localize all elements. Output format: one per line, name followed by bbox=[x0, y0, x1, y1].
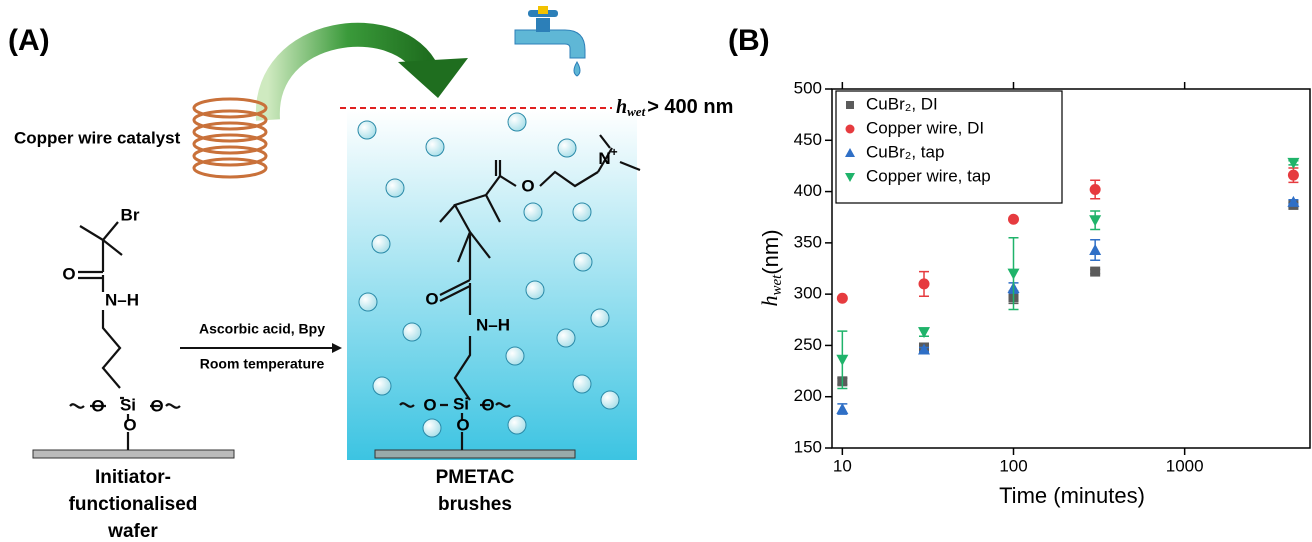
panel-b: (B) Time (minutes) hwet(nm) 150 200 250 300… bbox=[728, 24, 1311, 508]
bubbles bbox=[357, 112, 620, 438]
caption: functionalised bbox=[69, 494, 198, 515]
initiator-molecule: Br O N–H O Si O O bbox=[62, 205, 181, 450]
atom-label: O bbox=[521, 176, 534, 195]
y-tick-label: 300 bbox=[794, 284, 822, 303]
atom-label: O bbox=[425, 289, 438, 308]
panel-a: (A) Copper wire catalyst hwet > 400 nm Br… bbox=[8, 6, 733, 542]
x-tick-label: 100 bbox=[999, 456, 1027, 475]
subscript: wet bbox=[769, 274, 785, 296]
legend-label: Copper wire, DI bbox=[866, 118, 984, 137]
legend-marker bbox=[845, 173, 855, 182]
legend-label: CuBr₂, DI bbox=[866, 94, 938, 113]
caption: brushes bbox=[438, 494, 512, 515]
marker bbox=[918, 278, 930, 290]
atom-label: O bbox=[481, 395, 494, 414]
unit: (nm) bbox=[758, 229, 783, 274]
transfer-arrow bbox=[255, 22, 439, 121]
caption: wafer bbox=[107, 521, 158, 542]
marker bbox=[1287, 157, 1300, 169]
text: > 400 nm bbox=[647, 96, 733, 118]
panel-label: (B) bbox=[728, 24, 770, 57]
caption: PMETAC bbox=[436, 467, 515, 488]
condition: Ascorbic acid, Bpy bbox=[199, 321, 325, 337]
legend-box bbox=[835, 90, 1063, 204]
symbol: h bbox=[616, 96, 627, 118]
atom-label: N+ bbox=[598, 145, 617, 168]
marker bbox=[836, 403, 849, 415]
legend-label: Copper wire, tap bbox=[866, 166, 991, 185]
atom-label: O bbox=[423, 395, 436, 414]
marker bbox=[1008, 213, 1020, 225]
legend-marker bbox=[845, 148, 855, 157]
marker bbox=[1090, 266, 1101, 277]
subscript: wet bbox=[627, 104, 645, 119]
atom-label: Si bbox=[453, 394, 469, 413]
atom-label: Br bbox=[121, 205, 140, 224]
panel-label: (A) bbox=[8, 24, 50, 57]
substrate bbox=[32, 449, 235, 459]
marker bbox=[836, 354, 849, 366]
symbol: h bbox=[757, 296, 782, 307]
x-tick-label: 1000 bbox=[1166, 456, 1204, 475]
marker bbox=[1089, 184, 1101, 196]
copper-coil bbox=[192, 97, 268, 179]
height-label: hwet > 400 nm bbox=[616, 96, 733, 119]
arrow-head bbox=[398, 58, 468, 98]
y-axis-label: hwet(nm) bbox=[757, 229, 785, 306]
atom-label: O bbox=[91, 396, 104, 415]
legend-label: CuBr₂, tap bbox=[866, 142, 944, 161]
atom-label: O bbox=[150, 396, 163, 415]
marker bbox=[836, 292, 848, 304]
catalyst-label: Copper wire catalyst bbox=[14, 128, 181, 147]
y-tick-label: 400 bbox=[794, 181, 822, 200]
marker bbox=[918, 343, 931, 355]
water-box bbox=[347, 110, 637, 460]
caption: Initiator- bbox=[95, 467, 171, 488]
atom-label: O bbox=[123, 415, 136, 434]
marker bbox=[918, 327, 931, 339]
atom: N bbox=[598, 149, 610, 168]
atom-label: N–H bbox=[476, 315, 510, 334]
y-tick-label: 450 bbox=[794, 130, 822, 149]
marker bbox=[1089, 215, 1102, 227]
marker bbox=[1287, 169, 1299, 181]
plot-frame bbox=[831, 88, 1311, 449]
charge: + bbox=[611, 145, 618, 159]
x-axis-label: Time (minutes) bbox=[999, 483, 1145, 508]
atom-label: Si bbox=[120, 395, 136, 414]
brush-molecule: N+ O O N–H O Si O O bbox=[399, 134, 641, 450]
x-tick-label: 10 bbox=[833, 456, 852, 475]
atom-label: N–H bbox=[105, 290, 139, 309]
marker bbox=[1007, 268, 1020, 280]
faucet-icon bbox=[514, 6, 586, 77]
y-tick-label: 150 bbox=[794, 437, 822, 456]
legend-marker bbox=[846, 101, 854, 109]
condition: Room temperature bbox=[200, 356, 325, 372]
marker bbox=[1089, 244, 1102, 256]
substrate bbox=[374, 449, 576, 459]
y-tick-label: 200 bbox=[794, 386, 822, 405]
legend-marker bbox=[845, 124, 855, 134]
atom-label: O bbox=[62, 264, 75, 283]
y-tick-label: 500 bbox=[794, 78, 822, 97]
marker bbox=[1287, 195, 1300, 207]
arrow-head bbox=[332, 343, 342, 353]
atom-label: O bbox=[456, 415, 469, 434]
y-tick-label: 350 bbox=[794, 232, 822, 251]
y-tick-label: 250 bbox=[794, 335, 822, 354]
